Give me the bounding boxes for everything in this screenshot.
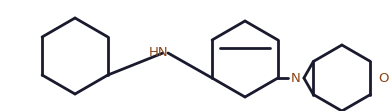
Text: N: N bbox=[291, 71, 301, 84]
Text: HN: HN bbox=[149, 47, 168, 59]
Text: O: O bbox=[378, 71, 388, 84]
